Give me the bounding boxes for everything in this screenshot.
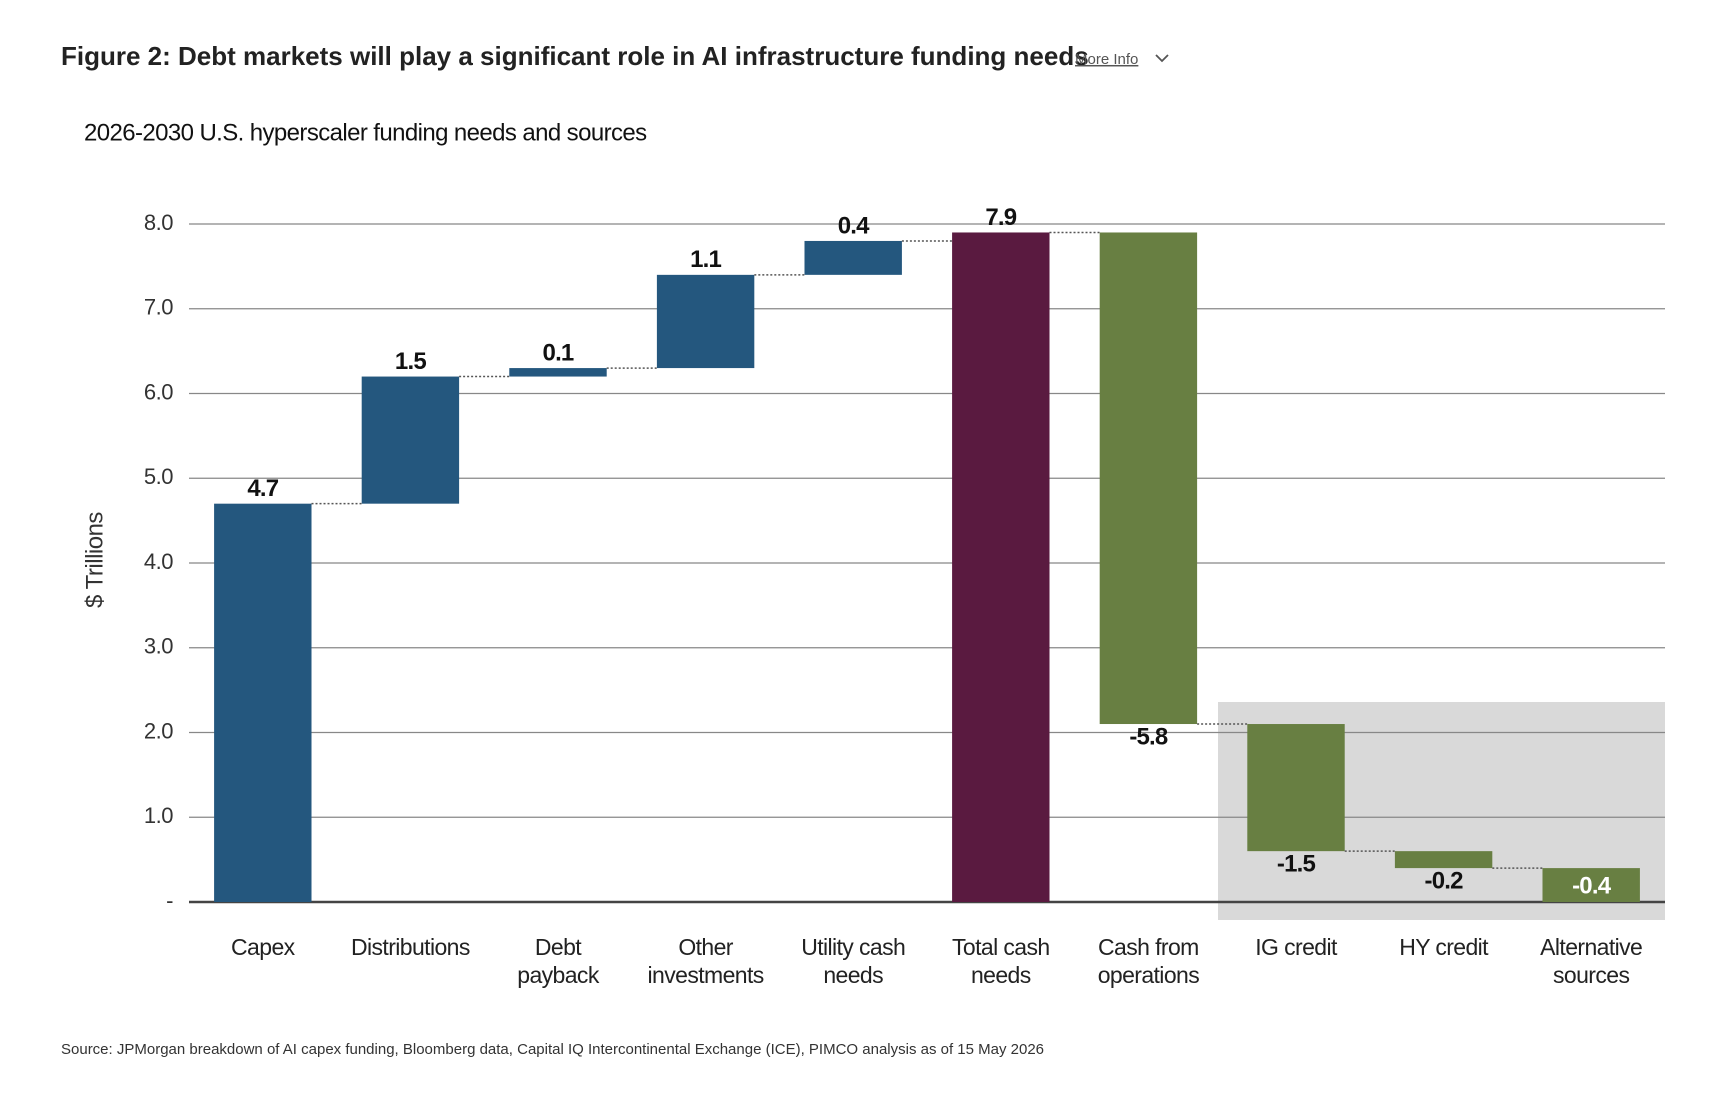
- x-tick-label: investments: [648, 962, 764, 988]
- y-tick-label: 6.0: [144, 379, 173, 404]
- bar: [1099, 232, 1198, 725]
- y-tick-label: 2.0: [144, 718, 173, 743]
- chevron-icon[interactable]: [1155, 54, 1169, 63]
- bar: [361, 376, 460, 504]
- x-tick-label: needs: [971, 962, 1031, 988]
- y-tick-label: 5.0: [144, 464, 173, 489]
- bar: [804, 240, 902, 275]
- x-tick-label: HY credit: [1399, 934, 1489, 960]
- value-label: 7.9: [985, 204, 1016, 231]
- x-tick-label: sources: [1553, 962, 1629, 988]
- bar: [952, 232, 1050, 903]
- bar: [1247, 724, 1345, 852]
- x-tick-label: Total cash: [952, 934, 1050, 960]
- y-tick-label: 4.0: [144, 549, 173, 574]
- x-tick-label: Debt: [535, 934, 582, 960]
- value-label: 0.4: [838, 212, 870, 239]
- value-label: 1.5: [395, 348, 426, 375]
- x-tick-label: Distributions: [351, 934, 470, 960]
- y-tick-label: 8.0: [144, 210, 173, 235]
- more-info-link[interactable]: More Info: [1075, 51, 1169, 68]
- value-label: -5.8: [1129, 723, 1168, 750]
- x-tick-label: payback: [517, 962, 600, 988]
- source-note: Source: JPMorgan breakdown of AI capex f…: [61, 1041, 1044, 1058]
- y-tick-label: -: [166, 888, 173, 913]
- x-tick-label: IG credit: [1255, 934, 1338, 960]
- value-label: -1.5: [1277, 850, 1316, 877]
- bar: [656, 274, 755, 369]
- x-tick-label: Capex: [231, 934, 296, 960]
- value-label: 0.1: [543, 339, 574, 366]
- x-tick-label: Alternative: [1540, 934, 1642, 960]
- value-label: 1.1: [690, 246, 721, 273]
- x-tick-label: Cash from: [1098, 934, 1199, 960]
- chart-title: Figure 2: Debt markets will play a signi…: [61, 41, 1089, 71]
- chart-subtitle: 2026-2030 U.S. hyperscaler funding needs…: [84, 119, 647, 146]
- y-axis-label: $ Trillions: [81, 512, 108, 608]
- value-label: 4.7: [247, 475, 278, 502]
- bar: [1542, 868, 1640, 902]
- y-tick-label: 1.0: [144, 803, 173, 828]
- value-label: -0.2: [1425, 867, 1464, 894]
- x-tick-label: Utility cash: [801, 934, 905, 960]
- x-tick-label: needs: [823, 962, 883, 988]
- bar: [509, 368, 607, 377]
- value-label: -0.4: [1572, 872, 1612, 899]
- x-tick-label: operations: [1098, 962, 1200, 988]
- bar: [214, 503, 312, 902]
- y-tick-label: 3.0: [144, 634, 173, 659]
- x-tick-label: Other: [678, 934, 733, 960]
- bar: [1394, 851, 1493, 869]
- more-info-text[interactable]: More Info: [1075, 51, 1138, 68]
- y-tick-label: 7.0: [144, 295, 173, 320]
